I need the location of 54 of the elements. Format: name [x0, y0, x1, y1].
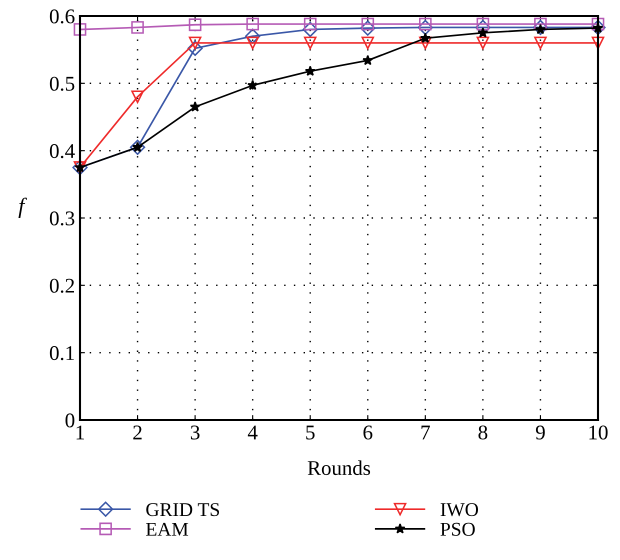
point [418, 20, 433, 36]
point [419, 36, 432, 50]
point [187, 40, 203, 56]
y-tick-label: 0.3 [50, 211, 74, 226]
point [302, 22, 318, 38]
legend-label: PSO [440, 522, 475, 536]
point [247, 80, 258, 90]
point [476, 36, 490, 50]
point [532, 20, 548, 36]
point [534, 36, 547, 50]
x-tick-label: 3 [190, 426, 200, 440]
point [74, 23, 86, 36]
x-tick-label: 1 [76, 426, 84, 440]
point [420, 32, 431, 43]
legend-label: GRID TS [146, 503, 220, 516]
x-tick-label: 6 [363, 426, 372, 440]
point [188, 18, 202, 32]
y-tick-label: 0.6 [50, 9, 75, 24]
point [419, 18, 432, 30]
x-tick-label: 10 [589, 425, 608, 440]
point [592, 18, 604, 30]
point [246, 18, 259, 30]
y-tick-label: 0.5 [50, 76, 74, 91]
x-tick-label: 7 [422, 426, 430, 440]
point [245, 28, 260, 44]
y-tick-label: 0.2 [50, 278, 74, 293]
point [130, 140, 146, 155]
point [476, 18, 490, 30]
point [304, 18, 317, 30]
legend-label: IWO [440, 503, 478, 516]
point [534, 18, 547, 30]
point [304, 36, 317, 50]
point [131, 21, 144, 34]
y-tick-label: 0.1 [50, 346, 74, 360]
x-tick-label: 2 [133, 426, 142, 440]
x-tick-label: 8 [478, 425, 488, 440]
x-tick-label: 9 [536, 426, 545, 440]
point [361, 36, 374, 50]
point [246, 36, 259, 50]
y-tick-label: 0 [66, 413, 74, 428]
point [592, 36, 604, 50]
x-tick-label: 4 [248, 426, 258, 440]
point [478, 27, 488, 38]
point [131, 90, 144, 104]
point [304, 66, 316, 76]
y-axis-title: f [18, 198, 27, 218]
x-axis-title: Rounds [308, 460, 370, 476]
point [361, 18, 374, 30]
point [362, 54, 374, 66]
y-tick-label: 0.4 [50, 144, 75, 158]
point [190, 101, 200, 112]
x-tick-label: 5 [306, 426, 315, 440]
point [360, 20, 376, 36]
legend-label: EAM [146, 522, 188, 536]
